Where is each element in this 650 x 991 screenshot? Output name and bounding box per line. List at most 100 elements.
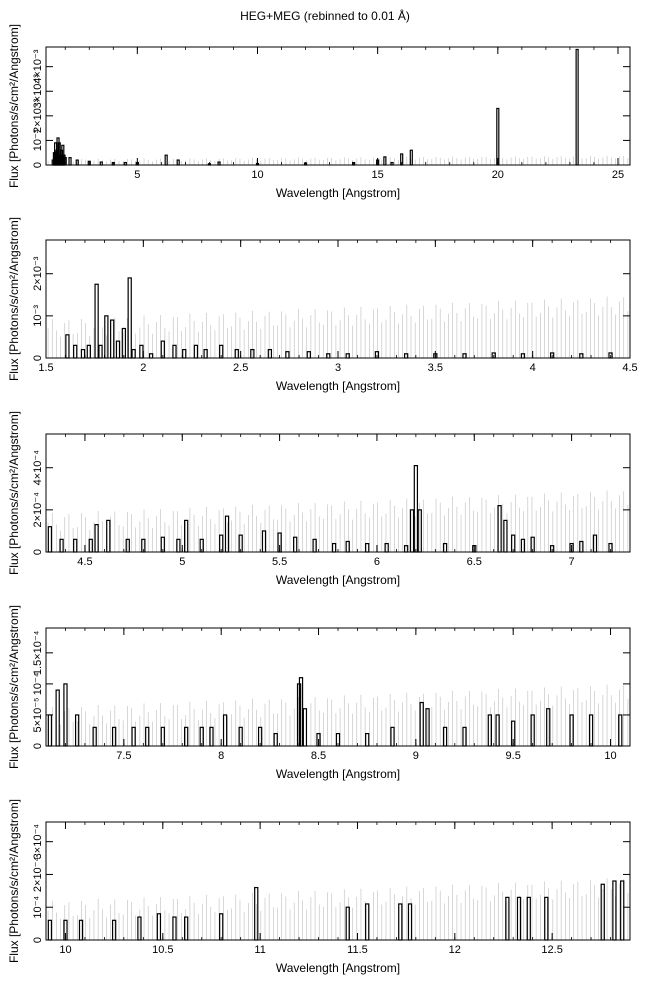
x-tick-label: 5: [134, 169, 140, 181]
spectrum-bar: [131, 348, 136, 359]
spectrum-bar: [419, 701, 424, 747]
x-tick-label: 8: [218, 750, 224, 762]
spectrum-bar: [222, 714, 228, 747]
x-tick-label: 20: [492, 169, 504, 181]
y-axis-label: Flux [Photons/s/cm²/Angstrom]: [7, 799, 21, 963]
x-tick-label: 7: [569, 556, 575, 568]
panel-4: 7.5 8 8.5 9 9.5 10 0 5×10⁻⁵ 10⁻⁴1.5×10⁻⁴ Waveleng…: [7, 605, 631, 781]
spectrum-bar: [326, 353, 331, 359]
spectrum-bar: [503, 519, 508, 553]
spectrum-bar: [403, 353, 409, 359]
spectrum-bar: [111, 919, 117, 941]
x-tick-label: 9.5: [506, 750, 521, 762]
spectrum-bar: [267, 348, 273, 359]
panel-1: 5 10 15 20 25 0 10⁻³2×10⁻³3×10⁻³4×10⁻³ Waveleng…: [7, 24, 631, 200]
x-tick-label: 10.5: [152, 944, 173, 956]
y-tick-label: 3×10⁻³: [32, 74, 44, 109]
y-tick-label: 1.5×10⁻⁴: [32, 630, 44, 675]
x-axis-label: Wavelength [Angstrom]: [276, 379, 400, 393]
spectrum-bar: [505, 896, 510, 941]
spectrum-bar: [579, 353, 584, 359]
spectrum-bar: [68, 157, 72, 166]
spectrum-bar: [55, 689, 60, 747]
spectrum-bar: [383, 156, 387, 166]
x-tick-label: 12: [449, 944, 461, 956]
spectrum-bar: [345, 906, 350, 941]
spectrum-bar: [618, 714, 623, 747]
spectrum-bar: [88, 538, 93, 553]
y-tick-label: 0: [32, 162, 44, 168]
x-tick-label: 7.5: [116, 750, 131, 762]
y-axis-label: Flux [Photons/s/cm²/Angstrom]: [7, 24, 21, 188]
spectrum-bar: [520, 538, 526, 553]
spectrum-bar: [47, 526, 53, 553]
spectrum-bar: [182, 348, 187, 359]
y-axis-label: Flux [Photons/s/cm²/Angstrom]: [7, 605, 21, 769]
y-tick-label: 10⁻⁴: [32, 672, 44, 695]
y-tick-label: 0: [32, 549, 44, 555]
spectrum-bar: [59, 538, 64, 553]
x-tick-label: 12.5: [541, 944, 562, 956]
x-tick-label: 2.5: [233, 362, 248, 374]
y-tick-label: 0: [32, 743, 44, 749]
spectrum-bar: [273, 732, 278, 747]
spectrum-bar: [496, 107, 500, 166]
spectrum-bar: [63, 683, 68, 747]
y-tick-label: 2×10⁻⁴: [32, 492, 44, 528]
spectrum-bar: [73, 344, 78, 359]
error-bars-panel-5: [47, 878, 629, 940]
spectrum-bar: [442, 542, 448, 553]
error-bars-panel-3: [47, 490, 629, 552]
x-tick-label: 3.5: [428, 362, 443, 374]
y-tick-label: 0: [32, 937, 44, 943]
spectrum-bar: [94, 524, 99, 553]
spectrum-bar: [73, 538, 78, 553]
spectrum-bar: [125, 538, 130, 553]
spectrum-bar: [172, 344, 177, 359]
y-tick-label: 2×10⁻³: [32, 256, 44, 291]
y-tick-label: 4×10⁻⁴: [32, 450, 44, 486]
spectrum-bar: [403, 545, 409, 553]
spectrum-bar: [184, 726, 189, 747]
spectrum-bar: [413, 465, 419, 553]
spectrum-bar: [193, 344, 199, 359]
x-tick-label: 6: [374, 556, 380, 568]
spectrum-bar: [620, 880, 625, 941]
spectrum-bar: [78, 919, 84, 941]
spectrum-bar: [579, 540, 584, 553]
spectrum-bar: [80, 348, 86, 359]
spectrum-bar: [544, 896, 549, 941]
spectrum-bar: [345, 540, 350, 553]
spectrum-bar: [184, 519, 189, 553]
spectrum-bar: [92, 726, 97, 747]
spectrum-bar: [121, 327, 127, 359]
spectrum-bar: [520, 353, 526, 359]
spectrum-bar: [588, 714, 594, 747]
spectrum-bar: [306, 351, 311, 359]
x-tick-label: 3: [335, 362, 341, 374]
y-tick-label: 10⁻³: [32, 305, 44, 327]
x-tick-label: 6.5: [467, 556, 482, 568]
panel-3: 4.5 5 5.5 6 6.5 7 0 2×10⁻⁴ 4×10⁻⁴ Wavelength [Ang…: [7, 411, 631, 587]
spectrum-bar: [139, 344, 144, 359]
spectrum-bar: [110, 319, 115, 359]
plot-frame: [45, 46, 631, 166]
y-tick-label: 5×10⁻⁵: [32, 697, 44, 732]
x-axis-label: Wavelength [Angstrom]: [276, 186, 400, 200]
spectrum-bar: [164, 154, 168, 166]
spectrum-bar: [94, 283, 99, 359]
spectrum-bar: [575, 48, 579, 166]
y-tick-label: 0: [32, 355, 44, 361]
figure-title: HEG+MEG (rebinned to 0.01 Å): [240, 9, 410, 23]
x-tick-label: 4.5: [77, 556, 92, 568]
spectrum-bar: [398, 903, 403, 941]
spectrum-bar: [209, 726, 214, 747]
spectrum-bar: [145, 726, 150, 747]
spectrum-bar: [131, 726, 136, 747]
x-tick-label: 4.5: [622, 362, 637, 374]
spectrum-bar: [417, 509, 422, 553]
spectrum-bar: [98, 344, 103, 359]
panel-5: 10 10.5 11 11.5 12 12.5 0 10⁻⁴ 2×10⁻⁴3×10⁻⁴ Wavel…: [7, 799, 631, 975]
spectrum-bar: [293, 536, 298, 553]
spectrum-bar: [261, 530, 267, 553]
